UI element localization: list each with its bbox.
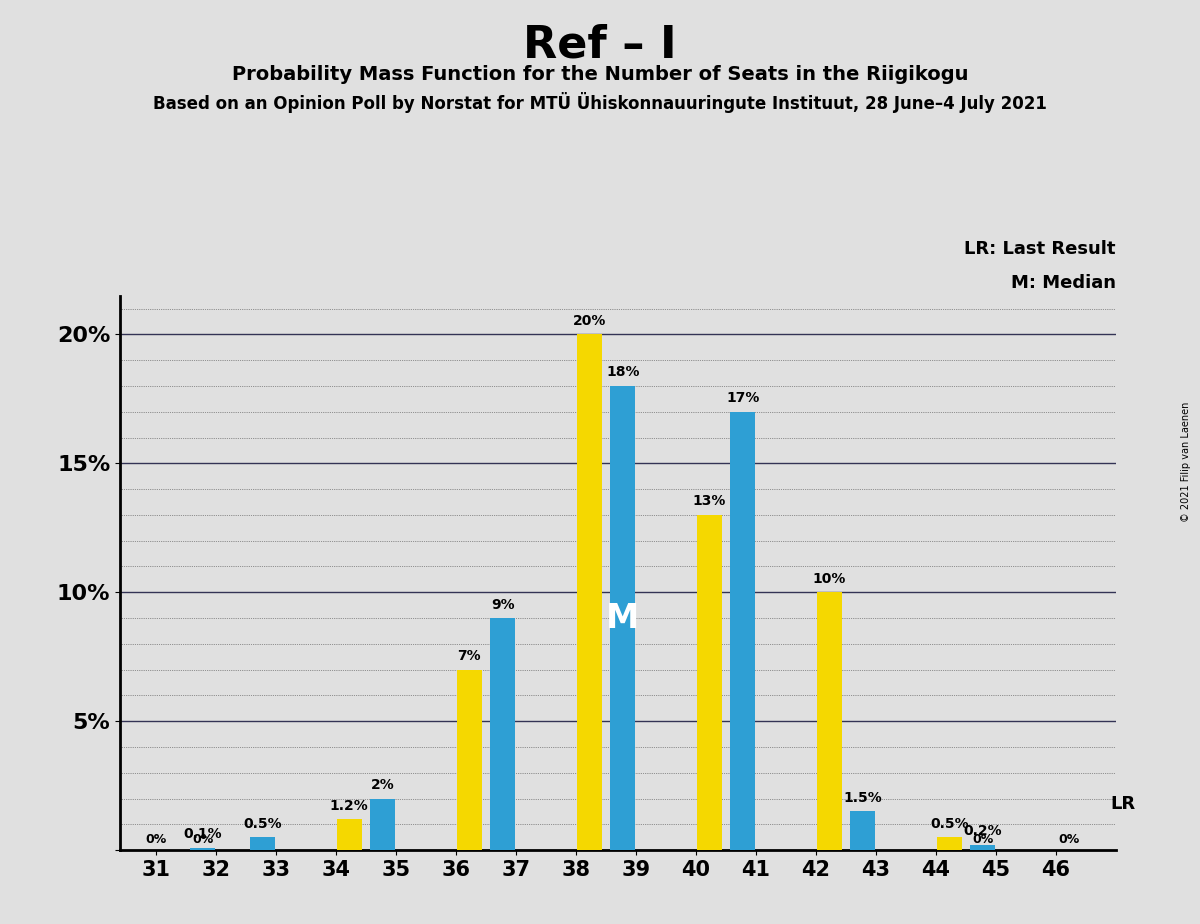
Text: 0.1%: 0.1% xyxy=(184,827,222,841)
Text: LR: LR xyxy=(1110,795,1135,813)
Text: 0.2%: 0.2% xyxy=(964,824,1002,838)
Bar xyxy=(251,837,276,850)
Bar xyxy=(191,847,216,850)
Bar xyxy=(491,618,516,850)
Bar xyxy=(816,592,841,850)
Text: Based on an Opinion Poll by Norstat for MTÜ Ühiskonnauuringute Instituut, 28 Jun: Based on an Opinion Poll by Norstat for … xyxy=(154,92,1046,114)
Text: 13%: 13% xyxy=(692,494,726,508)
Text: 9%: 9% xyxy=(491,598,515,612)
Bar xyxy=(936,837,961,850)
Text: Ref – I: Ref – I xyxy=(523,23,677,67)
Text: 0%: 0% xyxy=(1058,833,1080,846)
Bar xyxy=(576,334,601,850)
Text: 10%: 10% xyxy=(812,572,846,586)
Bar xyxy=(730,412,756,850)
Text: 2%: 2% xyxy=(371,778,395,792)
Text: 1.2%: 1.2% xyxy=(330,798,368,813)
Bar xyxy=(336,820,362,850)
Text: 0.5%: 0.5% xyxy=(930,817,968,831)
Text: 17%: 17% xyxy=(726,391,760,406)
Text: M: Median: M: Median xyxy=(1010,274,1116,291)
Text: M: M xyxy=(606,602,640,635)
Bar xyxy=(371,798,396,850)
Text: © 2021 Filip van Laenen: © 2021 Filip van Laenen xyxy=(1181,402,1190,522)
Text: 0%: 0% xyxy=(192,833,214,846)
Text: 0%: 0% xyxy=(145,833,167,846)
Bar xyxy=(851,811,876,850)
Text: 20%: 20% xyxy=(572,314,606,328)
Text: LR: Last Result: LR: Last Result xyxy=(965,240,1116,258)
Text: Probability Mass Function for the Number of Seats in the Riigikogu: Probability Mass Function for the Number… xyxy=(232,65,968,84)
Text: 0%: 0% xyxy=(972,833,994,846)
Bar xyxy=(971,845,996,850)
Bar xyxy=(456,670,481,850)
Text: 0.5%: 0.5% xyxy=(244,817,282,831)
Bar xyxy=(696,515,721,850)
Text: 18%: 18% xyxy=(606,366,640,380)
Text: 7%: 7% xyxy=(457,650,481,663)
Bar xyxy=(611,386,636,850)
Text: 1.5%: 1.5% xyxy=(844,791,882,805)
